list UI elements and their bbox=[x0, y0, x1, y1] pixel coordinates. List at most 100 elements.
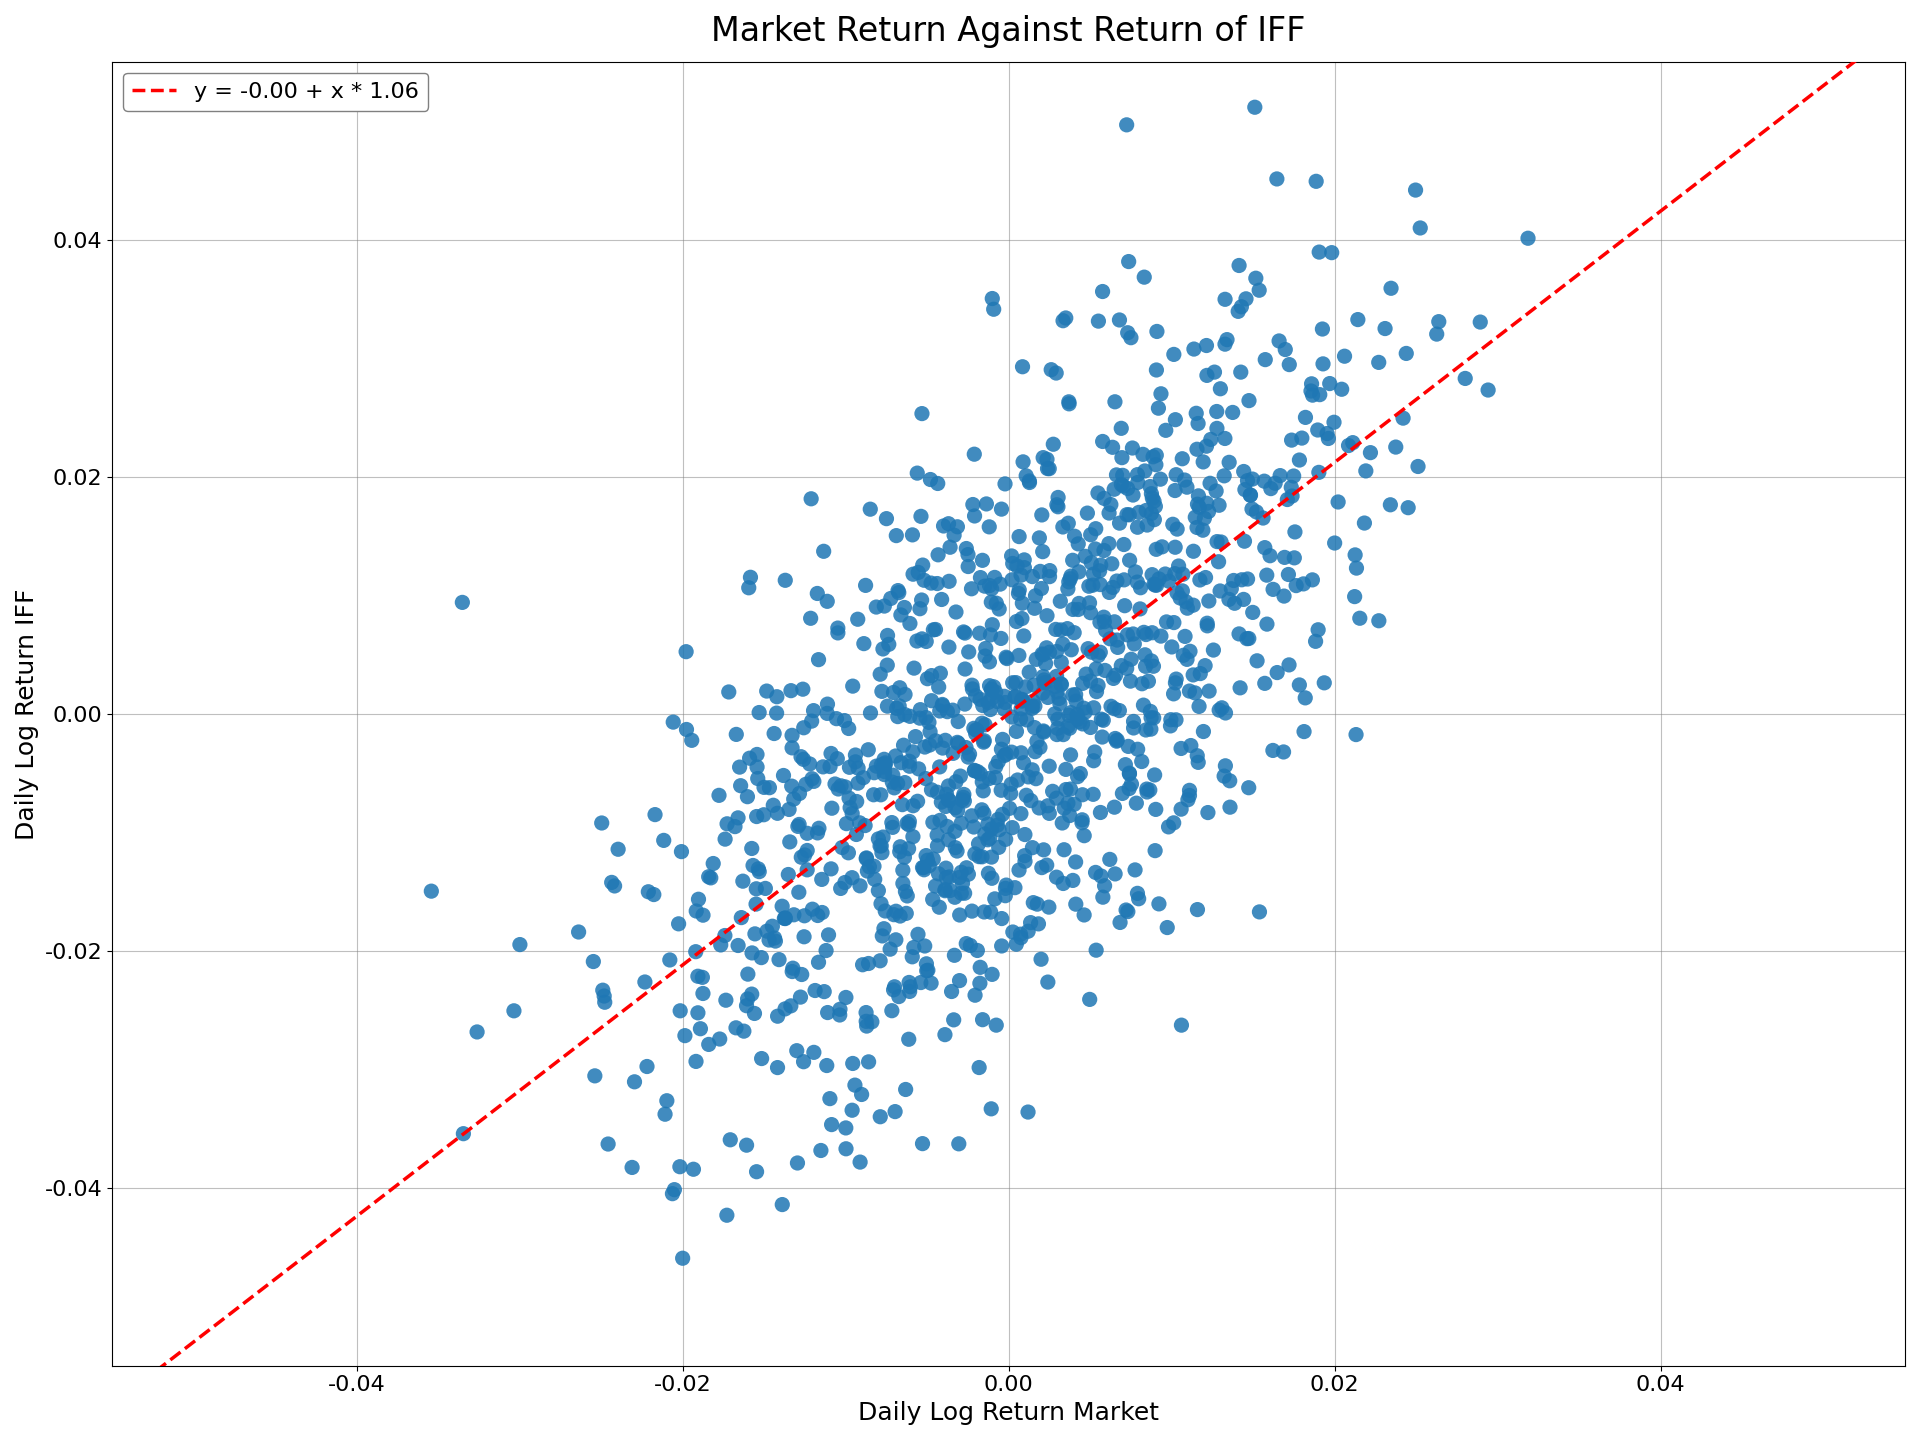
Point bbox=[948, 881, 979, 904]
Point bbox=[1112, 657, 1142, 680]
Point bbox=[914, 854, 945, 877]
Point bbox=[1025, 948, 1056, 971]
Point bbox=[883, 582, 914, 605]
Point bbox=[918, 618, 948, 641]
Point bbox=[908, 569, 939, 592]
Point bbox=[1006, 688, 1037, 711]
Point bbox=[945, 865, 975, 888]
Point bbox=[1131, 624, 1162, 647]
Point bbox=[881, 697, 912, 720]
Point bbox=[810, 939, 841, 962]
Point bbox=[883, 579, 914, 602]
Point bbox=[985, 779, 1016, 802]
Point bbox=[1309, 671, 1340, 694]
Point bbox=[991, 828, 1021, 851]
Point bbox=[991, 647, 1021, 670]
Point bbox=[1006, 926, 1037, 949]
Point bbox=[1046, 812, 1077, 835]
Point bbox=[1058, 549, 1089, 572]
Point bbox=[1000, 671, 1031, 694]
Point bbox=[1054, 390, 1085, 413]
Point bbox=[960, 759, 991, 782]
Point bbox=[943, 516, 973, 539]
Point bbox=[743, 768, 774, 791]
Point bbox=[1311, 422, 1342, 445]
Point bbox=[1039, 703, 1069, 726]
Point bbox=[864, 662, 895, 685]
Point bbox=[970, 900, 1000, 923]
Point bbox=[649, 829, 680, 852]
Point bbox=[1010, 850, 1041, 873]
Point bbox=[808, 981, 839, 1004]
Point bbox=[985, 626, 1016, 649]
Point bbox=[778, 903, 808, 926]
Point bbox=[1071, 662, 1102, 685]
Point bbox=[893, 971, 924, 994]
Point bbox=[852, 952, 883, 975]
Point bbox=[947, 881, 977, 904]
Point bbox=[1236, 497, 1267, 520]
Point bbox=[883, 694, 914, 717]
Point bbox=[1031, 652, 1062, 675]
Point bbox=[1043, 707, 1073, 730]
Point bbox=[1114, 762, 1144, 785]
Point bbox=[883, 985, 914, 1008]
Point bbox=[783, 814, 814, 837]
Point bbox=[828, 837, 858, 860]
Point bbox=[1089, 606, 1119, 629]
Point bbox=[799, 698, 829, 721]
Point bbox=[1165, 798, 1196, 821]
Point bbox=[927, 514, 958, 537]
Point bbox=[1098, 667, 1129, 690]
Point bbox=[966, 845, 996, 868]
Point bbox=[1244, 279, 1275, 302]
Point bbox=[778, 960, 808, 984]
Point bbox=[866, 753, 897, 776]
Point bbox=[1041, 639, 1071, 662]
Point bbox=[925, 791, 956, 814]
Point bbox=[879, 744, 910, 768]
Point bbox=[1087, 707, 1117, 730]
Point bbox=[1098, 796, 1129, 819]
Point bbox=[1212, 328, 1242, 351]
Point bbox=[958, 815, 989, 838]
Point bbox=[1340, 585, 1371, 608]
Point bbox=[858, 783, 889, 806]
Point bbox=[1033, 456, 1064, 480]
Point bbox=[1112, 503, 1142, 526]
Point bbox=[996, 552, 1027, 575]
Point bbox=[1027, 540, 1058, 563]
Point bbox=[1140, 444, 1171, 467]
Point bbox=[829, 775, 860, 798]
Point bbox=[801, 979, 831, 1002]
Point bbox=[962, 719, 993, 742]
Point bbox=[1035, 559, 1066, 582]
Point bbox=[1085, 573, 1116, 596]
Point bbox=[1139, 508, 1169, 531]
Point bbox=[1075, 716, 1106, 739]
Point bbox=[924, 756, 954, 779]
Point bbox=[1169, 625, 1200, 648]
Point bbox=[1190, 334, 1221, 357]
Point bbox=[789, 844, 820, 867]
Point bbox=[939, 524, 970, 547]
Point bbox=[814, 755, 845, 778]
Point bbox=[902, 757, 933, 780]
Point bbox=[931, 815, 962, 838]
Point bbox=[1104, 698, 1135, 721]
Point bbox=[659, 1178, 689, 1201]
Point bbox=[1018, 690, 1048, 713]
Point bbox=[973, 516, 1004, 539]
Point bbox=[877, 681, 908, 704]
Point bbox=[749, 804, 780, 827]
Point bbox=[1250, 672, 1281, 696]
Point bbox=[918, 848, 948, 871]
Point bbox=[1119, 858, 1150, 881]
Point bbox=[1106, 474, 1137, 497]
Point bbox=[1056, 564, 1087, 588]
Point bbox=[1160, 480, 1190, 503]
Point bbox=[1135, 475, 1165, 498]
Point bbox=[1044, 693, 1075, 716]
Point bbox=[1179, 337, 1210, 360]
Point bbox=[960, 504, 991, 527]
